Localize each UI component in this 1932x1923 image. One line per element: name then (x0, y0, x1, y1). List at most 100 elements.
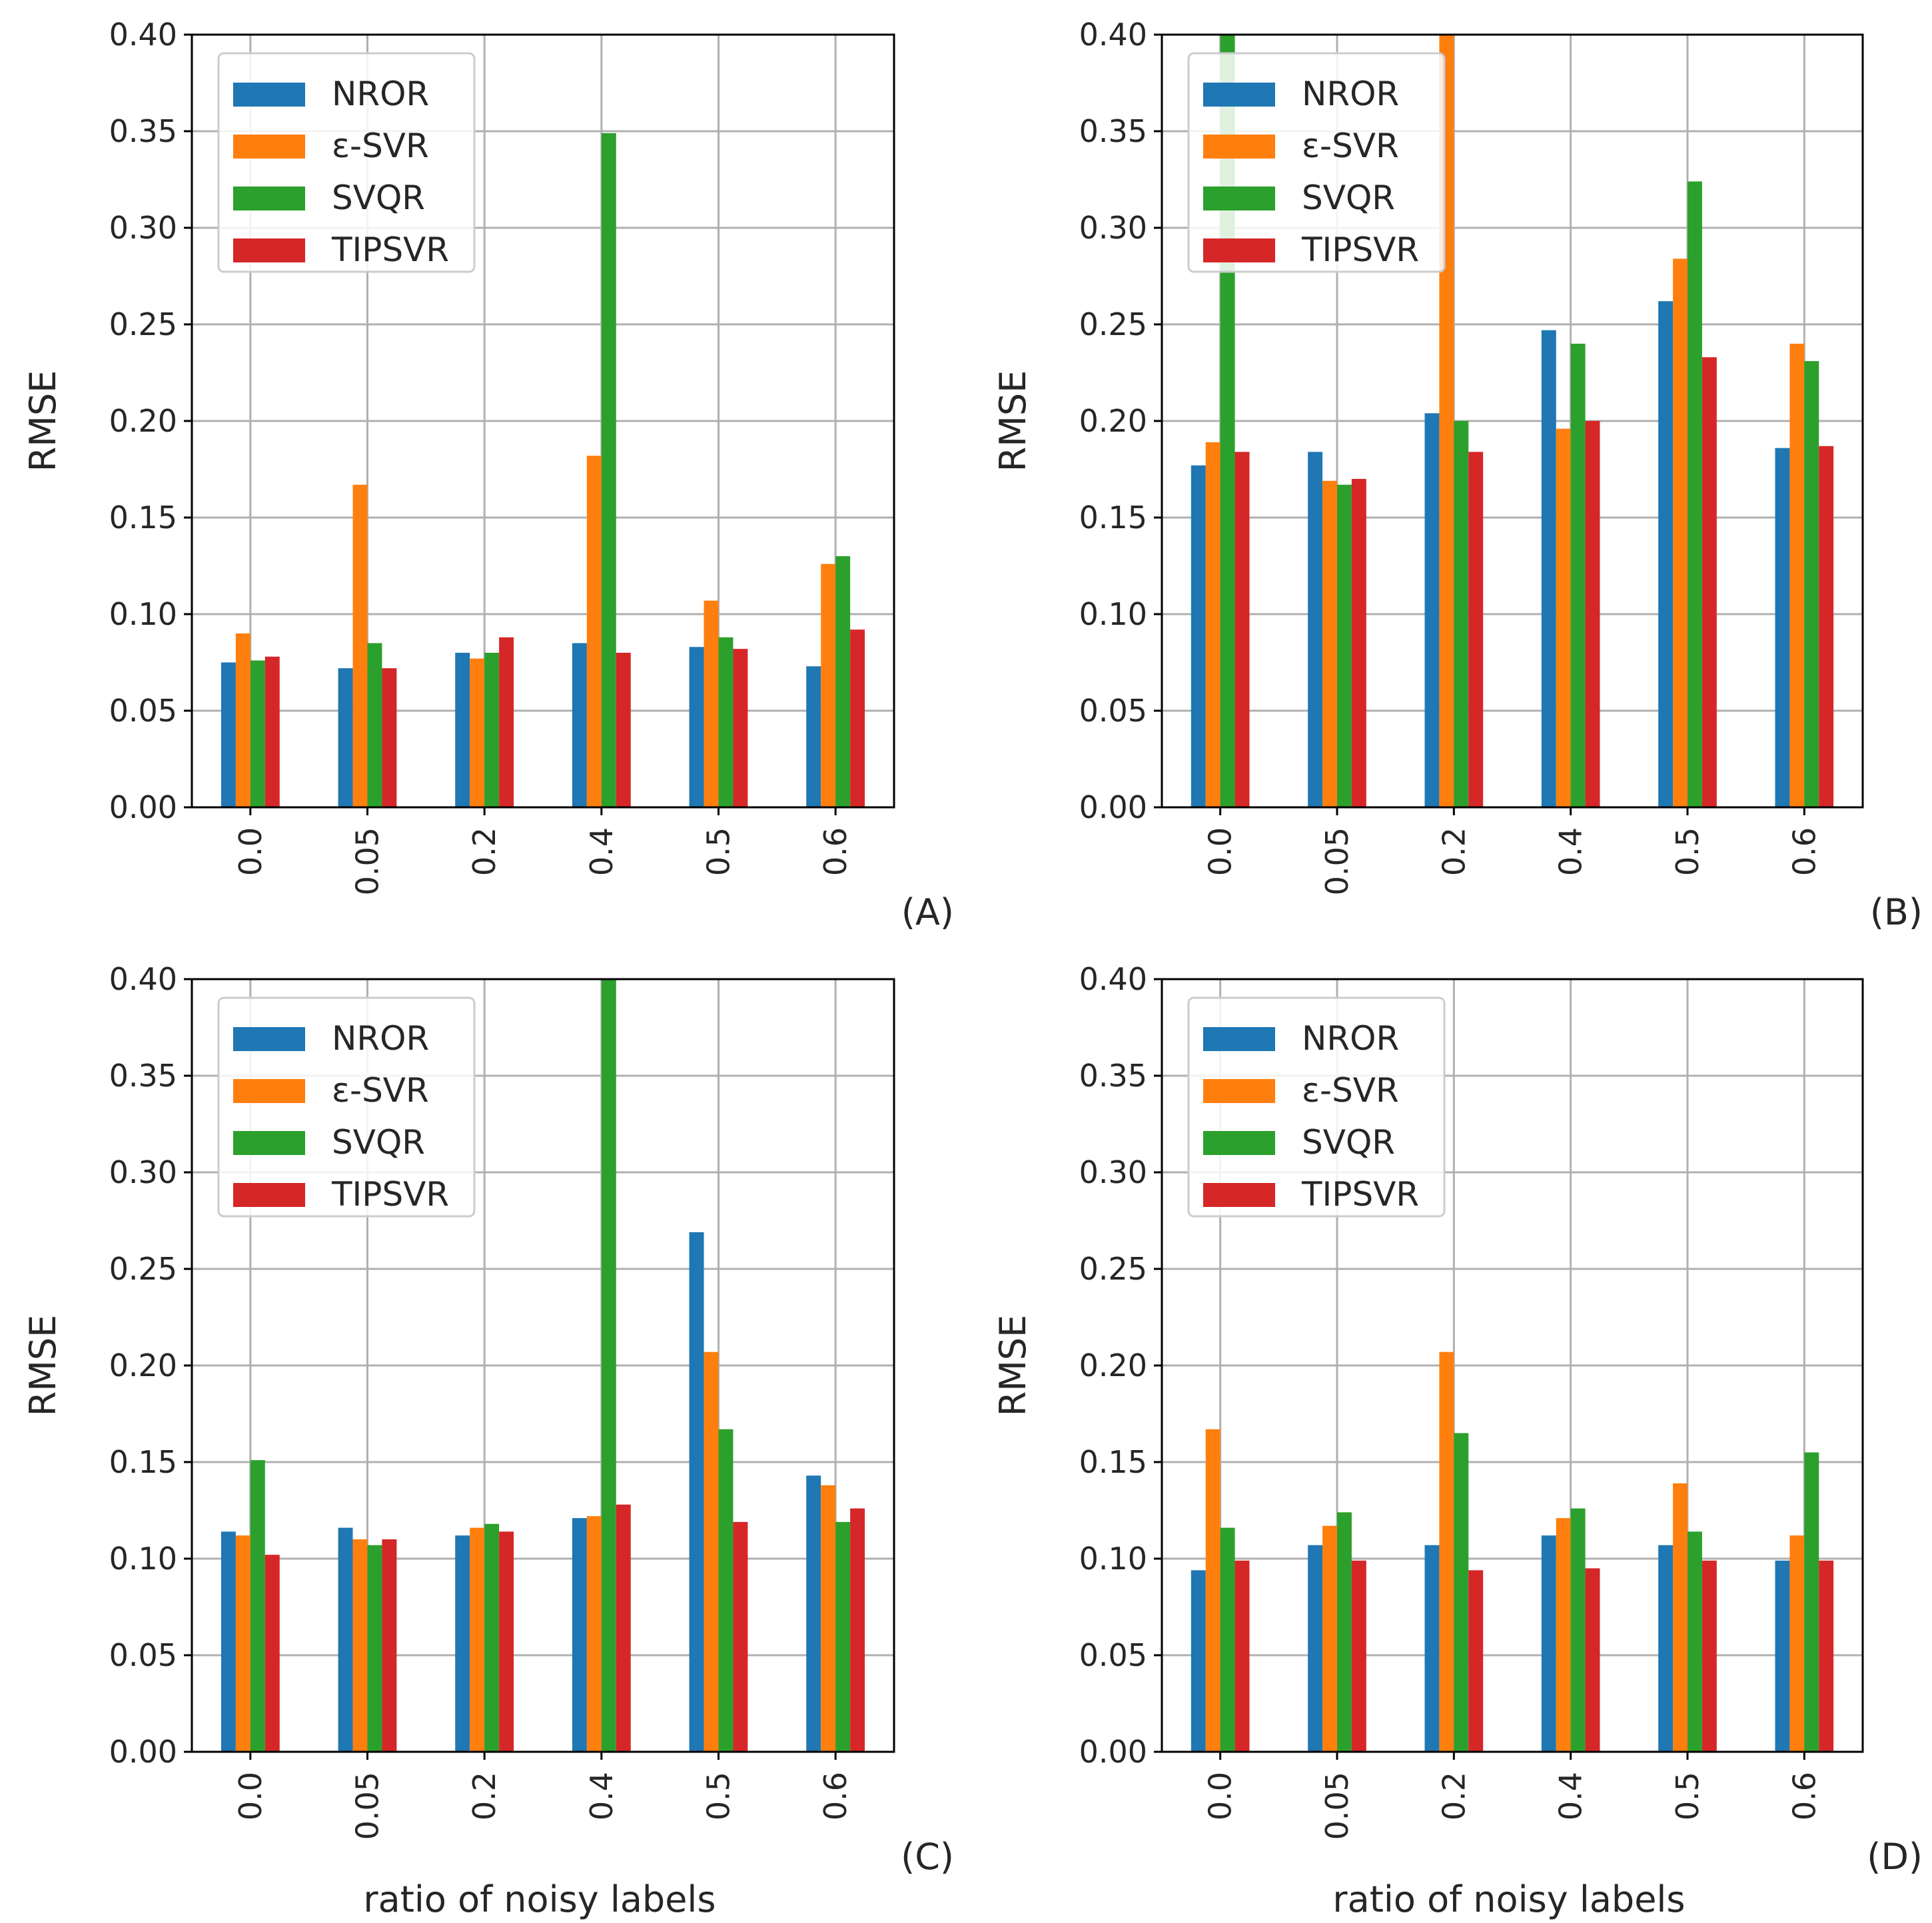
bar-nror-0.6 (1775, 1560, 1790, 1752)
x-tick-label: 0.4 (584, 1772, 620, 1820)
x-tick-label: 0.6 (817, 827, 853, 876)
bar-svr-0.5 (1673, 1483, 1688, 1752)
legend-swatch (233, 187, 305, 210)
x-tick-label: 0.05 (350, 827, 386, 895)
bar-tipsvr-0.4 (616, 1504, 631, 1752)
x-tick-label: 0.0 (1203, 1772, 1238, 1820)
y-tick-label: 0.20 (109, 1347, 177, 1383)
bar-svr-0.05 (352, 484, 368, 807)
bar-nror-0.0 (221, 1531, 236, 1752)
bar-svqr-0.2 (484, 653, 500, 807)
legend-box (217, 996, 476, 1218)
x-tick-label: 0.0 (233, 827, 268, 876)
chart-panel-d: 0.00 0.05 0.10 0.15 0.20 0.25 0.30 0.35 0.40 0.0 0… (992, 961, 1923, 1920)
bar-svr-0.5 (704, 600, 719, 807)
bar-tipsvr-0.05 (1351, 479, 1366, 807)
legend-label: TIPSVR (331, 1175, 449, 1214)
bar-nror-0.6 (806, 1475, 821, 1752)
bar-svr-0.05 (1322, 1525, 1337, 1752)
legend-label: NROR (1302, 75, 1399, 113)
y-tick-label: 0.25 (1079, 306, 1147, 342)
y-tick-label: 0.35 (1079, 1058, 1147, 1094)
bar-svr-0.0 (1205, 442, 1220, 807)
y-tick-label: 0.10 (1079, 1541, 1147, 1577)
legend-label: SVQR (1302, 1123, 1395, 1162)
x-tick-label: 0.05 (1319, 827, 1355, 895)
bar-tipsvr-0.6 (850, 629, 865, 807)
bar-nror-0.05 (1308, 1545, 1323, 1752)
y-tick-label: 0.25 (1079, 1251, 1147, 1287)
bar-nror-0.4 (572, 1518, 587, 1752)
bar-svqr-0.5 (1688, 181, 1702, 807)
plot-frame (191, 33, 895, 809)
legend-label: ε-SVR (332, 127, 429, 165)
bar-svr-0.0 (235, 633, 250, 807)
bar-tipsvr-0.2 (499, 1531, 514, 1752)
legend-box (217, 52, 476, 273)
y-tick-label: 0.00 (1079, 789, 1147, 825)
panel-label: (B) (1870, 891, 1923, 933)
y-tick-label: 0.15 (109, 500, 177, 536)
bar-tipsvr-0.5 (733, 1521, 748, 1752)
bar-tipsvr-0.0 (1234, 1560, 1250, 1752)
bar-svqr-0.4 (1570, 1508, 1586, 1752)
bar-nror-0.0 (1191, 1570, 1206, 1752)
bars (1191, 35, 1834, 807)
legend-label: ε-SVR (1302, 127, 1399, 165)
legend-label: TIPSVR (1301, 1175, 1419, 1214)
bar-nror-0.2 (455, 653, 470, 807)
bar-tipsvr-0.6 (850, 1508, 865, 1752)
legend-label: SVQR (1302, 179, 1395, 217)
x-tick-label: 0.0 (233, 1772, 268, 1820)
bar-svqr-0.2 (484, 1523, 500, 1752)
bars (221, 979, 865, 1752)
x-tick-label: 0.5 (1670, 827, 1705, 876)
bar-svqr-0.05 (367, 643, 382, 807)
legend-label: ε-SVR (1302, 1071, 1399, 1110)
bar-svqr-0.0 (1220, 1527, 1235, 1752)
bar-tipsvr-0.4 (1585, 421, 1600, 807)
bar-nror-0.05 (338, 668, 353, 807)
panel-label: (A) (901, 891, 954, 933)
bar-svqr-0.05 (1337, 484, 1352, 807)
bar-nror-0.5 (1658, 301, 1674, 807)
legend-swatch (233, 135, 305, 159)
y-tick-label: 0.20 (109, 403, 177, 439)
bar-tipsvr-0.0 (264, 1555, 280, 1752)
bar-svqr-0.6 (835, 1521, 851, 1752)
y-tick-label: 0.30 (109, 210, 177, 246)
bar-svr-0.4 (586, 456, 602, 807)
y-tick-label: 0.00 (1079, 1734, 1147, 1770)
legend-swatch (1203, 1027, 1275, 1051)
bar-svqr-0.05 (1337, 1512, 1352, 1752)
x-axis-label: ratio of noisy labels (363, 1878, 716, 1920)
bar-nror-0.05 (338, 1527, 353, 1752)
y-tick-label: 0.35 (109, 1058, 177, 1094)
bar-svr-0.2 (470, 658, 485, 807)
y-tick-label: 0.05 (109, 693, 177, 729)
panel-label: (D) (1867, 1836, 1923, 1878)
y-tick-label: 0.05 (1079, 1637, 1147, 1673)
y-tick-label: 0.25 (109, 1251, 177, 1287)
legend-swatch (1203, 187, 1275, 210)
y-tick-label: 0.10 (109, 1541, 177, 1577)
bar-nror-0.4 (1541, 1535, 1556, 1752)
bar-svr-0.2 (1439, 1351, 1454, 1752)
legend-swatch (233, 1183, 305, 1207)
legend-swatch (1203, 1183, 1275, 1207)
bar-tipsvr-0.2 (1468, 452, 1484, 807)
plot-frame (1161, 33, 1864, 809)
legend-label: TIPSVR (1301, 230, 1419, 269)
bar-svqr-0.6 (835, 556, 851, 807)
bar-tipsvr-0.0 (1234, 452, 1250, 807)
bar-svr-0.2 (470, 1527, 485, 1752)
y-tick-label: 0.30 (109, 1154, 177, 1190)
y-tick-label: 0.30 (1079, 210, 1147, 246)
bar-tipsvr-0.5 (1701, 357, 1717, 807)
legend-label: SVQR (332, 179, 425, 217)
x-tick-label: 0.2 (1436, 1772, 1472, 1820)
legend: NROR ε-SVR SVQR TIPSVR (1187, 996, 1446, 1218)
y-tick-label: 0.30 (1079, 1154, 1147, 1190)
bar-svr-0.6 (821, 564, 836, 807)
x-tick-label: 0.0 (1203, 827, 1238, 876)
